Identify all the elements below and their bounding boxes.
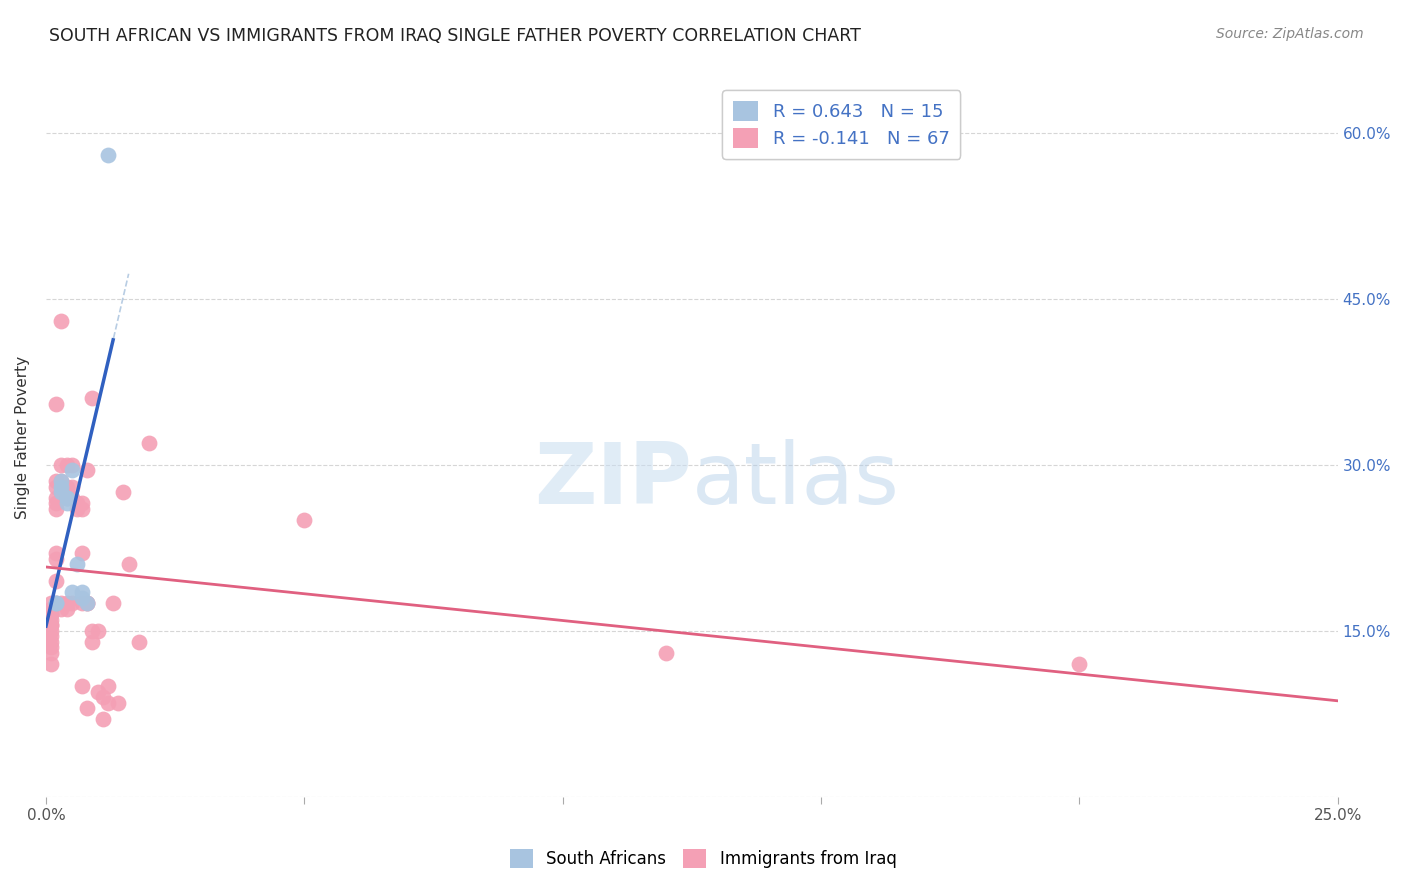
Text: Source: ZipAtlas.com: Source: ZipAtlas.com <box>1216 27 1364 41</box>
Point <box>82 624 104 638</box>
Point <box>39 646 62 660</box>
Y-axis label: Single Father Poverty: Single Father Poverty <box>15 356 30 518</box>
Point <box>70 496 93 510</box>
Point <box>60 480 83 494</box>
Point <box>70 679 93 693</box>
Point <box>39 607 62 621</box>
Point <box>292 513 315 527</box>
Point <box>86 684 108 698</box>
Point <box>55 496 77 510</box>
Point <box>51 601 73 615</box>
Point <box>101 596 124 610</box>
Legend: R = 0.643   N = 15, R = -0.141   N = 67: R = 0.643 N = 15, R = -0.141 N = 67 <box>723 90 960 159</box>
Point <box>55 601 77 615</box>
Point <box>91 690 114 704</box>
Text: SOUTH AFRICAN VS IMMIGRANTS FROM IRAQ SINGLE FATHER POVERTY CORRELATION CHART: SOUTH AFRICAN VS IMMIGRANTS FROM IRAQ SI… <box>49 27 860 45</box>
Point <box>39 601 62 615</box>
Point <box>82 634 104 648</box>
Point <box>128 634 150 648</box>
Point <box>51 314 73 328</box>
Point <box>39 640 62 655</box>
Point <box>39 613 62 627</box>
Point <box>51 485 73 500</box>
Point <box>51 596 73 610</box>
Text: atlas: atlas <box>692 439 900 522</box>
Point <box>76 596 98 610</box>
Point <box>70 585 93 599</box>
Point <box>76 596 98 610</box>
Point <box>39 629 62 643</box>
Point <box>55 596 77 610</box>
Point <box>51 485 73 500</box>
Point <box>55 458 77 472</box>
Point <box>60 458 83 472</box>
Point <box>70 546 93 560</box>
Point <box>45 546 67 560</box>
Point <box>86 624 108 638</box>
Point <box>39 618 62 632</box>
Point <box>45 491 67 505</box>
Point <box>45 502 67 516</box>
Point <box>82 392 104 406</box>
Point <box>51 475 73 489</box>
Point <box>97 696 120 710</box>
Point <box>66 558 89 572</box>
Point <box>76 463 98 477</box>
Point <box>97 679 120 693</box>
Point <box>51 480 73 494</box>
Point <box>107 696 129 710</box>
Point <box>55 491 77 505</box>
Point <box>60 585 83 599</box>
Point <box>66 502 89 516</box>
Point <box>55 491 77 505</box>
Point <box>45 596 67 610</box>
Point <box>51 475 73 489</box>
Point <box>45 574 67 588</box>
Point <box>1069 657 1091 671</box>
Point <box>655 646 678 660</box>
Point <box>45 596 67 610</box>
Point <box>45 475 67 489</box>
Point <box>39 624 62 638</box>
Point <box>39 618 62 632</box>
Point <box>55 480 77 494</box>
Legend: South Africans, Immigrants from Iraq: South Africans, Immigrants from Iraq <box>503 843 903 875</box>
Point <box>55 491 77 505</box>
Point <box>45 397 67 411</box>
Point <box>39 607 62 621</box>
Point <box>39 657 62 671</box>
Point <box>70 502 93 516</box>
Point <box>51 458 73 472</box>
Point <box>45 596 67 610</box>
Point <box>70 591 93 605</box>
Point <box>91 712 114 726</box>
Point <box>45 480 67 494</box>
Point <box>39 596 62 610</box>
Point <box>117 558 139 572</box>
Point <box>70 596 93 610</box>
Point <box>138 435 160 450</box>
Point <box>66 496 89 510</box>
Point <box>45 551 67 566</box>
Point <box>60 596 83 610</box>
Point <box>39 634 62 648</box>
Point <box>45 496 67 510</box>
Point <box>76 701 98 715</box>
Point <box>60 491 83 505</box>
Point <box>76 596 98 610</box>
Text: ZIP: ZIP <box>534 439 692 522</box>
Point <box>97 148 120 162</box>
Point <box>112 485 135 500</box>
Point <box>60 463 83 477</box>
